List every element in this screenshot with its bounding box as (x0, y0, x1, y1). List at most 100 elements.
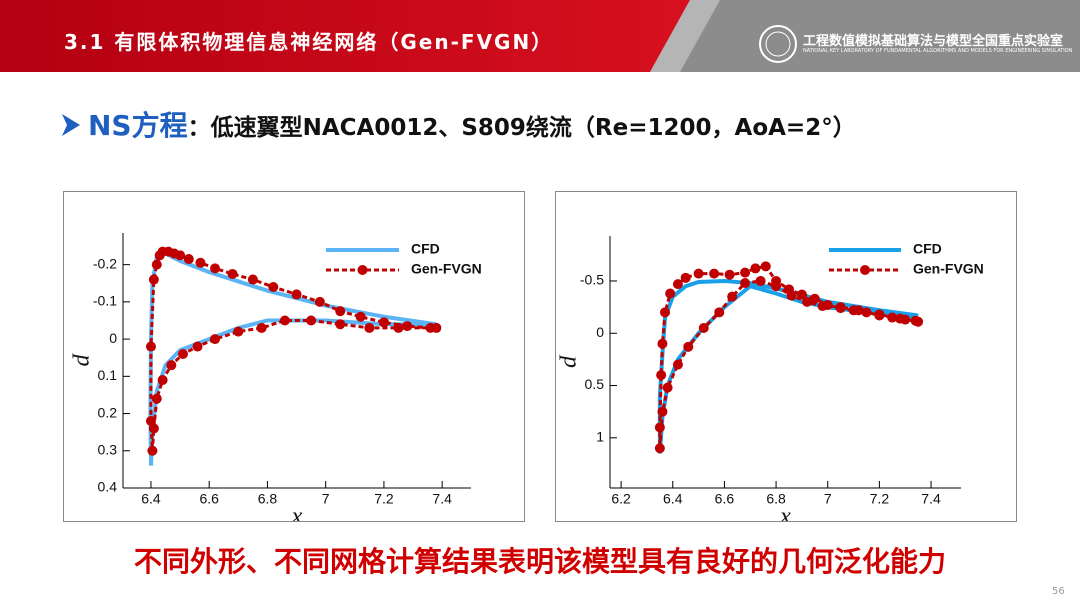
header-title: 3.1 有限体积物理信息神经网络（Gen-FVGN） (64, 30, 554, 54)
data-point (210, 263, 221, 274)
chart-panel: -0.2 -0.1 0 0.1 0.2 0.3 0.4 6.4 6.6 6.8 7 7.2 7.4 x p C… (63, 191, 525, 530)
y-tick-label: -0.2 (93, 255, 117, 271)
series-line (149, 250, 437, 451)
lab-name: 工程数值模拟基础算法与模型全国重点实验室 (803, 34, 1064, 49)
data-point (693, 268, 704, 279)
data-point (306, 315, 317, 326)
legend-marker (860, 265, 870, 275)
data-point (654, 422, 665, 433)
legend-label: CFD (913, 241, 942, 257)
data-point (233, 326, 244, 337)
y-axis-title: p (558, 354, 584, 368)
data-point (364, 322, 375, 333)
data-point (157, 375, 168, 386)
data-point (402, 321, 413, 332)
x-tick-label: 7.2 (870, 491, 890, 507)
header-stripe (650, 0, 720, 72)
x-axis-title: x (291, 504, 303, 522)
data-point (247, 274, 258, 285)
data-point (291, 289, 302, 300)
data-point (683, 341, 694, 352)
data-point (657, 406, 668, 417)
x-axis-title: x (779, 504, 791, 522)
y-tick-label: 0.1 (98, 367, 118, 383)
legend-marker (357, 265, 368, 275)
x-tick-label: 6.2 (611, 491, 631, 507)
data-point (740, 267, 751, 278)
data-point (895, 313, 906, 324)
data-point (151, 259, 162, 270)
conclusion: 不同外形、不同网格计算结果表明该模型具有良好的几何泛化能力 (133, 545, 946, 578)
data-point (378, 317, 389, 328)
bullet-arrow (62, 114, 80, 136)
page-number: 56 (1052, 586, 1065, 597)
data-point (147, 445, 158, 456)
data-point (166, 360, 177, 371)
x-tick-label: 7.4 (921, 491, 941, 507)
y-tick-label: 0.5 (585, 376, 605, 392)
data-point (656, 370, 667, 381)
x-tick-label: 6.4 (663, 491, 683, 507)
x-tick-label: 7.2 (374, 491, 394, 507)
data-point (148, 274, 159, 285)
data-point (714, 307, 725, 318)
data-point (393, 322, 404, 333)
data-point (672, 359, 683, 370)
data-point (861, 307, 872, 318)
data-point (195, 257, 206, 268)
data-point (680, 272, 691, 283)
data-point (662, 382, 673, 393)
data-point (279, 315, 290, 326)
x-tick-label: 6.8 (766, 491, 786, 507)
data-point (853, 305, 864, 316)
y-tick-label: 0.3 (98, 441, 118, 457)
data-point (177, 348, 188, 359)
data-point (913, 316, 924, 327)
data-point (709, 268, 720, 279)
y-tick-label: 0 (596, 324, 604, 340)
data-point (660, 307, 671, 318)
data-point (335, 306, 346, 317)
data-point (268, 281, 279, 292)
data-point (887, 312, 898, 323)
x-tick-label: 7 (824, 491, 832, 507)
y-tick-label: -0.5 (580, 272, 604, 288)
data-point (727, 291, 738, 302)
data-point (145, 341, 156, 352)
y-tick-label: 0.4 (98, 479, 118, 495)
heading-keyword: NS方程 (88, 109, 188, 142)
data-point (335, 319, 346, 330)
data-point (835, 302, 846, 313)
data-point (796, 289, 807, 300)
y-tick-label: -0.1 (93, 293, 117, 309)
data-point (786, 290, 797, 301)
series-line (657, 278, 919, 454)
data-point (192, 341, 203, 352)
series-line (148, 251, 437, 466)
data-point (698, 323, 709, 334)
data-point (750, 263, 761, 274)
x-tick-label: 6.8 (258, 491, 278, 507)
x-tick-label: 7 (322, 491, 330, 507)
data-point (817, 301, 828, 312)
data-point (665, 288, 676, 299)
x-tick-label: 6.4 (141, 491, 161, 507)
data-point (654, 443, 665, 454)
heading: NS方程：低速翼型NACA0012、S809绕流（Re=1200，AoA=2°） (88, 104, 856, 144)
data-point (355, 311, 366, 322)
legend-label: CFD (411, 241, 440, 257)
data-point (760, 261, 771, 272)
header-bar (0, 0, 1080, 72)
chart-panel: -0.5 0 0.5 1 6.2 6.4 6.6 6.8 7 7.2 7.4 x p CFD Gen-FVG… (555, 191, 1017, 530)
data-point (724, 269, 735, 280)
data-point (755, 275, 766, 286)
x-tick-label: 6.6 (199, 491, 219, 507)
legend-label: Gen-FVGN (913, 261, 984, 277)
data-point (809, 293, 820, 304)
logo (759, 25, 797, 63)
legend-label: Gen-FVGN (411, 261, 482, 277)
data-point (802, 296, 813, 307)
data-point (148, 423, 159, 434)
data-point (672, 279, 683, 290)
